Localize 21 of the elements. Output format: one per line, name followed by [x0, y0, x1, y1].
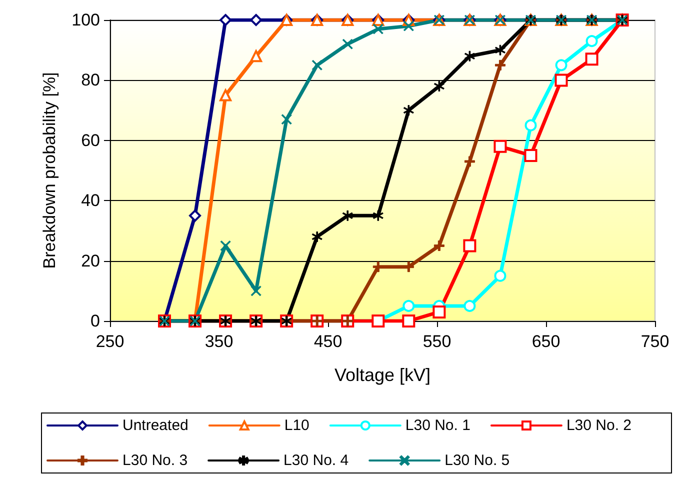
legend-label: L30 No. 4	[284, 452, 349, 469]
x-tick-label: 750	[640, 332, 670, 351]
x-axis-title: Voltage [kV]	[334, 365, 431, 385]
legend-label: L10	[284, 417, 310, 434]
legend-label: L30 No. 3	[122, 452, 188, 469]
y-tick-label: 80	[81, 70, 100, 90]
y-tick-label: 20	[81, 251, 100, 270]
y-tick-label: 100	[72, 10, 100, 30]
legend-label: L30 No. 2	[566, 417, 632, 434]
legend-label: L30 No. 1	[405, 417, 470, 434]
y-tick-label: 40	[81, 191, 100, 210]
x-tick-label: 650	[532, 332, 560, 351]
x-tick-label: 450	[314, 332, 342, 351]
legend-label: Untreated	[122, 417, 188, 434]
legend-label: L30 No. 5	[444, 452, 510, 469]
y-tick-label: 60	[81, 130, 100, 150]
x-tick-label: 250	[96, 332, 124, 351]
x-tick-label: 350	[204, 332, 234, 351]
x-tick-label: 550	[422, 332, 452, 351]
y-tick-label: 0	[90, 312, 100, 330]
y-axis-title: Breakdown probability [%]	[40, 72, 59, 269]
